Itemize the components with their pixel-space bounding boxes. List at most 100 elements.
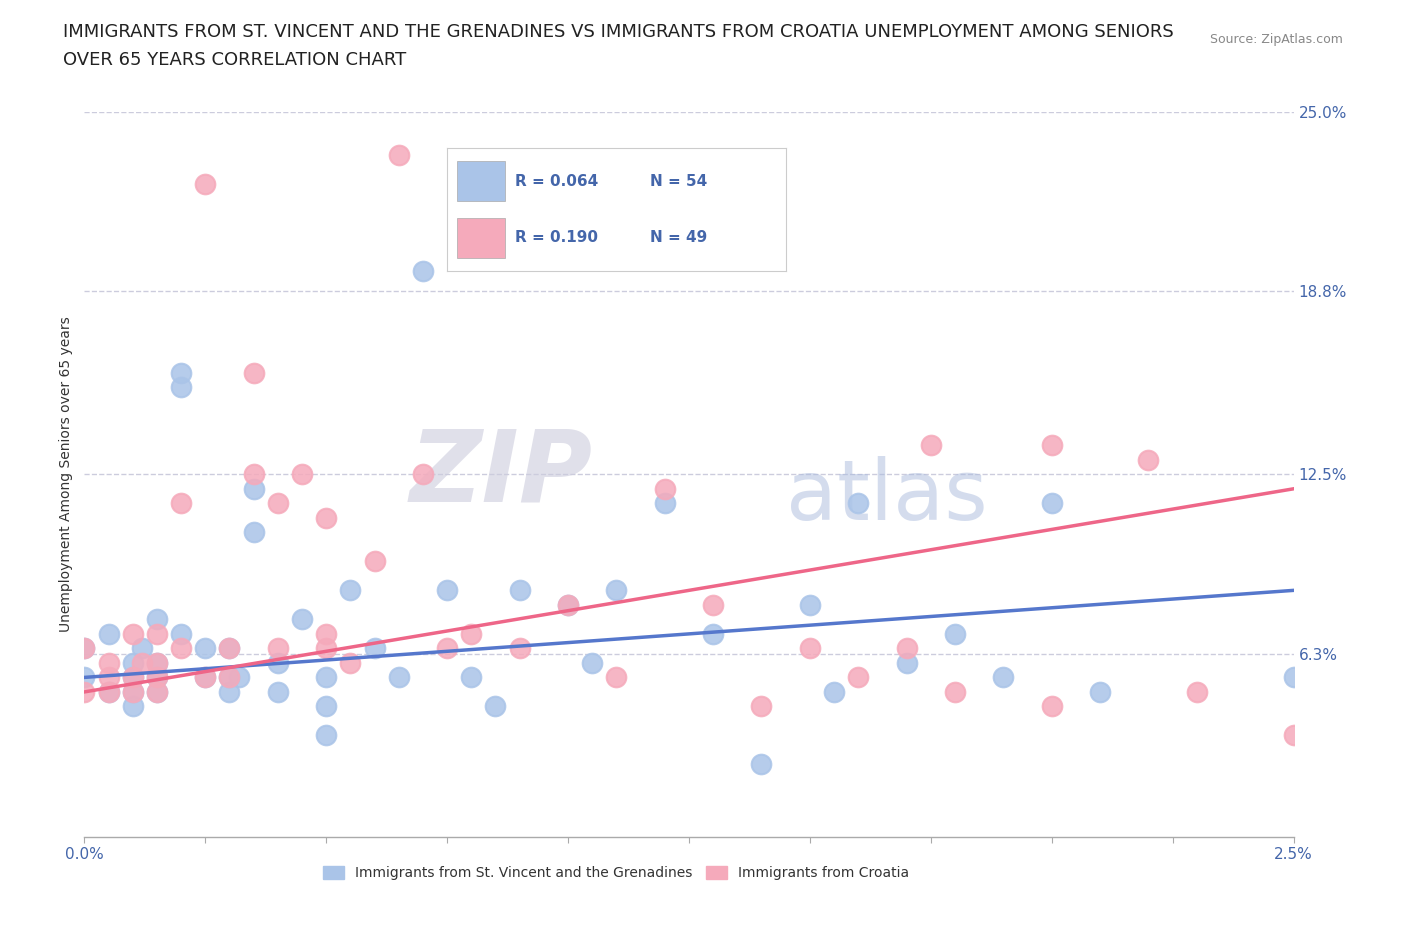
Point (146, 627, 169, 642)
Point (131, 656, 153, 671)
Point (97, 627, 120, 642)
Point (315, 627, 337, 642)
Point (242, 365, 264, 380)
Point (654, 482, 676, 497)
Point (121, 670, 143, 684)
Point (846, 670, 869, 684)
Point (509, 641, 531, 656)
Point (97, 684, 120, 699)
Point (751, 699, 773, 714)
Point (557, 597, 579, 612)
Point (412, 467, 434, 482)
Point (943, 627, 966, 642)
Point (73, 670, 96, 684)
Point (846, 496, 869, 511)
Point (1282, 670, 1305, 684)
Point (557, 597, 579, 612)
Point (146, 670, 169, 684)
Point (605, 670, 627, 684)
Point (97, 684, 120, 699)
Point (581, 656, 603, 671)
Point (1137, 452, 1160, 467)
Point (799, 597, 821, 612)
Text: ZIP: ZIP (409, 426, 592, 523)
Point (315, 728, 337, 743)
Point (121, 627, 143, 642)
Point (97, 656, 120, 671)
Point (146, 612, 169, 627)
Point (460, 627, 482, 642)
Point (1088, 684, 1111, 699)
Point (121, 670, 143, 684)
Point (702, 627, 724, 642)
Point (267, 641, 290, 656)
Point (170, 379, 193, 394)
Point (436, 583, 458, 598)
Point (460, 670, 482, 684)
Point (1040, 438, 1063, 453)
Point (363, 554, 385, 569)
Point (218, 670, 240, 684)
Point (363, 641, 385, 656)
Point (291, 467, 314, 482)
Point (751, 757, 773, 772)
Point (315, 699, 337, 714)
Point (315, 670, 337, 684)
Point (484, 699, 506, 714)
Point (702, 597, 724, 612)
Point (1185, 684, 1208, 699)
Point (218, 684, 240, 699)
Text: Source: ZipAtlas.com: Source: ZipAtlas.com (1209, 33, 1343, 46)
Point (267, 656, 290, 671)
Point (242, 482, 264, 497)
Point (267, 496, 290, 511)
Point (339, 583, 361, 598)
Point (121, 684, 143, 699)
Point (146, 656, 169, 671)
Point (315, 641, 337, 656)
Point (218, 670, 240, 684)
Point (1040, 496, 1063, 511)
Point (436, 641, 458, 656)
Point (228, 670, 250, 684)
Point (194, 177, 217, 192)
Point (799, 641, 821, 656)
Point (339, 656, 361, 671)
Point (194, 670, 217, 684)
Point (146, 684, 169, 699)
Point (654, 496, 676, 511)
Point (97, 670, 120, 684)
Point (267, 684, 290, 699)
Point (170, 627, 193, 642)
Point (943, 684, 966, 699)
Point (131, 641, 153, 656)
Point (218, 641, 240, 656)
Point (823, 684, 845, 699)
Point (993, 670, 1015, 684)
Point (121, 699, 143, 714)
Text: OVER 65 YEARS CORRELATION CHART: OVER 65 YEARS CORRELATION CHART (63, 51, 406, 69)
Point (920, 438, 942, 453)
Point (896, 656, 918, 671)
Point (146, 656, 169, 671)
Point (1040, 699, 1063, 714)
Point (146, 684, 169, 699)
Point (170, 496, 193, 511)
Point (194, 670, 217, 684)
Point (557, 249, 579, 264)
Point (315, 511, 337, 525)
Point (170, 365, 193, 380)
Y-axis label: Unemployment Among Seniors over 65 years: Unemployment Among Seniors over 65 years (59, 316, 73, 632)
Point (146, 670, 169, 684)
Point (73, 641, 96, 656)
Point (388, 670, 411, 684)
Point (291, 612, 314, 627)
Point (1282, 728, 1305, 743)
Point (194, 641, 217, 656)
Point (73, 684, 96, 699)
Point (170, 641, 193, 656)
Point (509, 583, 531, 598)
Point (605, 583, 627, 598)
Point (218, 641, 240, 656)
Point (388, 148, 411, 163)
